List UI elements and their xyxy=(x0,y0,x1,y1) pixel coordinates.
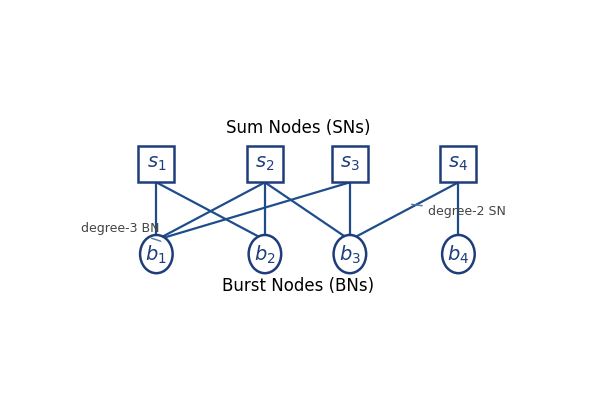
Ellipse shape xyxy=(140,235,172,273)
Text: degree-2 SN: degree-2 SN xyxy=(412,205,505,217)
Text: Burst Nodes (BNs): Burst Nodes (BNs) xyxy=(222,277,374,295)
Bar xyxy=(332,147,368,182)
Bar xyxy=(440,147,476,182)
Text: $s_{2}$: $s_{2}$ xyxy=(255,155,275,173)
Text: $s_{3}$: $s_{3}$ xyxy=(340,155,360,173)
Text: $s_{4}$: $s_{4}$ xyxy=(448,155,468,173)
Text: $b_{4}$: $b_{4}$ xyxy=(448,243,470,266)
Ellipse shape xyxy=(442,235,474,273)
Text: $b_{1}$: $b_{1}$ xyxy=(146,243,167,266)
Bar xyxy=(247,147,283,182)
Ellipse shape xyxy=(248,235,281,273)
Text: degree-3 BN: degree-3 BN xyxy=(81,222,161,241)
Text: $s_{1}$: $s_{1}$ xyxy=(147,155,166,173)
Text: $b_{3}$: $b_{3}$ xyxy=(339,243,361,266)
Ellipse shape xyxy=(334,235,366,273)
Text: Sum Nodes (SNs): Sum Nodes (SNs) xyxy=(226,119,370,136)
Bar xyxy=(138,147,174,182)
Text: $b_{2}$: $b_{2}$ xyxy=(254,243,276,266)
